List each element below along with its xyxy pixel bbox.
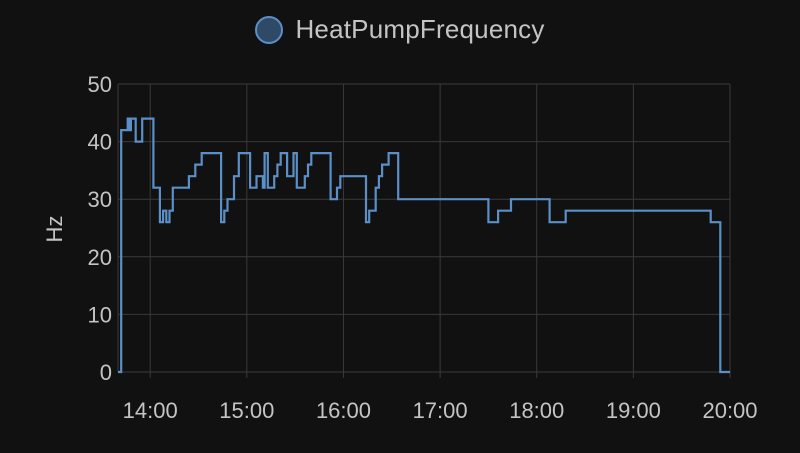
x-axis-ticks: 14:00 15:00 16:00 17:00 18:00 19:00 20:00 <box>123 398 758 423</box>
y-tick-label: 20 <box>88 245 112 270</box>
x-tick-label: 20:00 <box>702 398 757 423</box>
x-tick-label: 18:00 <box>509 398 564 423</box>
y-axis-ticks: 0 10 20 30 40 50 <box>88 72 112 385</box>
y-tick-label: 30 <box>88 187 112 212</box>
x-tick-label: 17:00 <box>413 398 468 423</box>
y-tick-label: 50 <box>88 72 112 97</box>
x-tick-label: 19:00 <box>606 398 661 423</box>
y-tick-label: 40 <box>88 130 112 155</box>
series-layer <box>118 117 730 374</box>
legend-swatch-icon[interactable] <box>255 15 284 44</box>
grid-lines <box>117 83 731 378</box>
y-tick-label: 0 <box>100 360 112 385</box>
x-tick-label: 15:00 <box>219 398 274 423</box>
legend-label[interactable]: HeatPumpFrequency <box>295 14 545 44</box>
y-tick-label: 10 <box>88 302 112 327</box>
x-tick-label: 16:00 <box>316 398 371 423</box>
series-line <box>118 117 730 374</box>
y-axis-label: Hz <box>42 216 67 243</box>
legend: HeatPumpFrequency <box>0 14 800 45</box>
x-tick-label: 14:00 <box>123 398 178 423</box>
